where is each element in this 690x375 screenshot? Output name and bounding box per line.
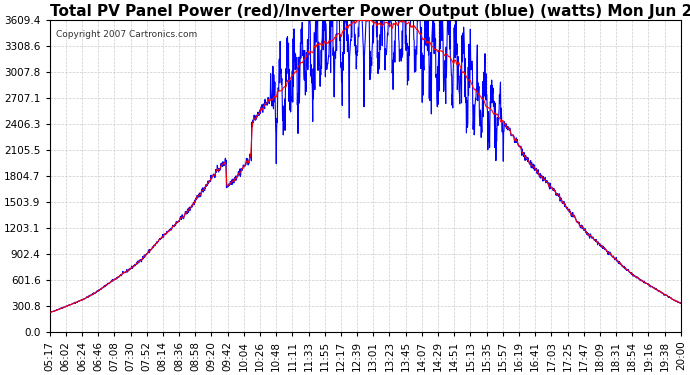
Text: Total PV Panel Power (red)/Inverter Power Output (blue) (watts) Mon Jun 25 20:31: Total PV Panel Power (red)/Inverter Powe… [50, 4, 690, 19]
Text: Copyright 2007 Cartronics.com: Copyright 2007 Cartronics.com [56, 30, 197, 39]
